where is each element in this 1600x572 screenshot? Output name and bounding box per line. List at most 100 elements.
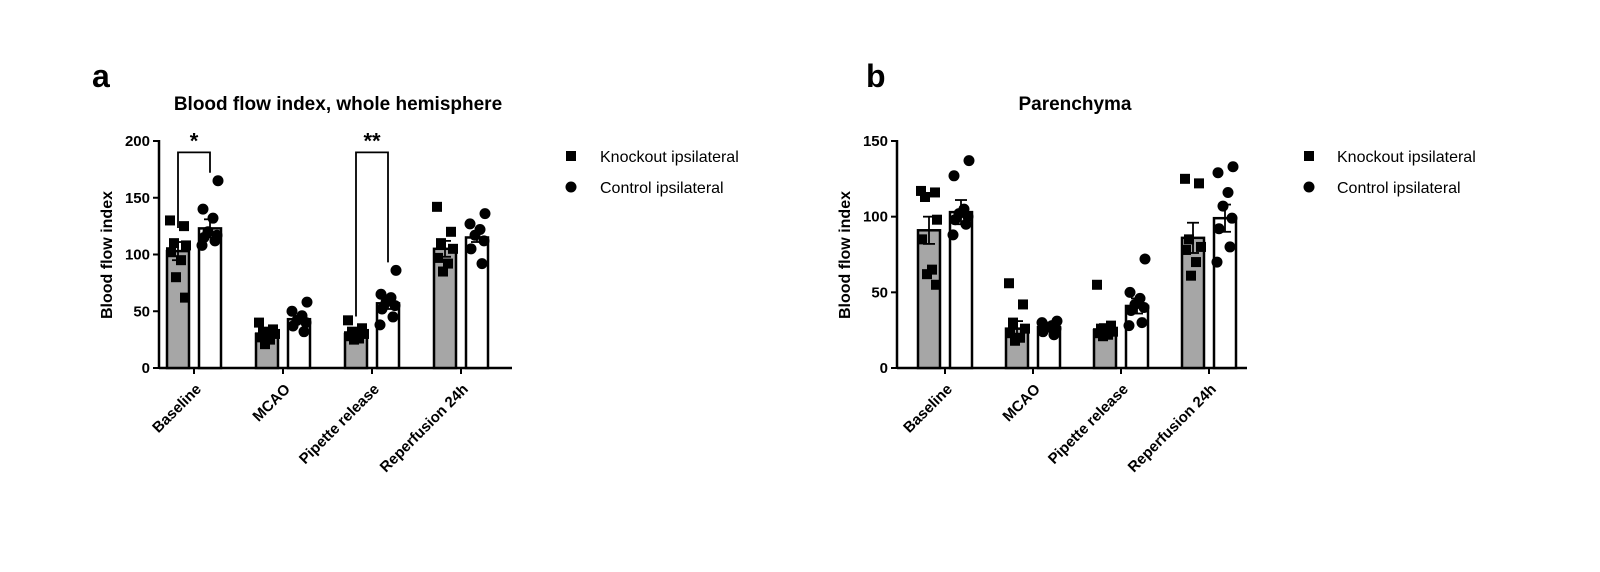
panel-a-point-control: [196, 239, 208, 251]
panel-a-point-control: [375, 288, 387, 300]
panel-a-point-control: [301, 296, 313, 308]
panel-a-legend-square-marker: [566, 151, 576, 161]
panel-a-y-tick-label: 150: [125, 190, 150, 207]
panel-b-point-knockout: [1180, 173, 1190, 184]
panel-a-point-knockout: [260, 339, 270, 350]
panel-b-legend-circle-marker: [1303, 181, 1315, 193]
panel-a-point-control: [300, 317, 312, 329]
panel-b-point-knockout: [1092, 279, 1102, 290]
panel-a-y-tick-label: 200: [125, 133, 150, 150]
panel-a-point-knockout: [254, 317, 264, 328]
panel-a-point-knockout: [258, 326, 268, 337]
panel-a-point-control: [469, 229, 481, 241]
panel-a-point-control: [476, 258, 488, 270]
panel-a-point-knockout: [357, 323, 367, 334]
panel-b-y-axis-label: Blood flow index: [837, 191, 854, 319]
panel-a-point-knockout: [432, 201, 442, 212]
panel-a-point-knockout: [176, 255, 186, 266]
panel-b-point-control: [1123, 320, 1135, 332]
panel-a-point-knockout: [171, 272, 181, 283]
panel-a-legend-knockout-label: Knockout ipsilateral: [600, 149, 739, 166]
panel-b-point-control: [1136, 317, 1148, 329]
panel-b-point-control: [1048, 329, 1060, 341]
panel-b-point-control: [1217, 200, 1229, 212]
panel-b-point-control: [1227, 161, 1239, 173]
panel-a-point-control: [479, 208, 491, 220]
panel-b-letter: b: [866, 58, 886, 94]
panel-b-point-knockout: [1191, 257, 1201, 268]
panel-b-legend-square-marker: [1304, 151, 1314, 161]
panel-a-legend-control-label: Control ipsilateral: [600, 180, 724, 197]
panel-a-point-knockout: [448, 243, 458, 254]
panel-a-point-control: [207, 212, 219, 224]
panel-a-point-knockout: [255, 332, 265, 343]
panel-b-legend: Knockout ipsilateral Control ipsilateral: [1303, 149, 1476, 197]
panel-a-bar-knockout: [165, 249, 191, 370]
panel-b-point-control: [947, 229, 959, 241]
panel-b-point-knockout: [932, 214, 942, 225]
panel-a-point-knockout: [436, 238, 446, 249]
panel-b-bar-knockout: [916, 229, 942, 370]
panel-b-point-control: [1211, 256, 1223, 268]
panel-b-point-knockout: [922, 269, 932, 280]
panel-a-point-knockout: [270, 328, 280, 339]
panel-a-point-knockout: [433, 252, 443, 263]
panel-a-point-knockout: [179, 221, 189, 232]
panel-b-point-control: [949, 214, 961, 226]
panel-b-point-knockout: [1020, 323, 1030, 334]
panel-b-point-control: [1139, 253, 1151, 265]
panel-a-point-control: [478, 235, 490, 247]
panel-a-point-knockout: [169, 238, 179, 249]
panel-a-point-control: [376, 303, 388, 315]
panel-b-point-control: [1226, 212, 1238, 224]
panel-b-legend-control-label: Control ipsilateral: [1337, 180, 1461, 197]
panel-a-title: Blood flow index, whole hemisphere: [174, 94, 502, 115]
panel-b-point-knockout: [1196, 241, 1206, 252]
panel-a-point-control: [287, 320, 299, 332]
panel-b-point-control: [960, 218, 972, 230]
panel-b-point-knockout: [920, 191, 930, 202]
panel-b-point-knockout: [1184, 234, 1194, 245]
panel-a-point-knockout: [446, 226, 456, 237]
panel-a-significance-label: **: [363, 128, 381, 153]
panel-b-point-knockout: [1005, 328, 1015, 339]
panel-a-significance-bracket: [177, 151, 211, 229]
panel-b-point-control: [1224, 241, 1236, 253]
panel-a-point-knockout: [181, 240, 191, 251]
panel-b-y-tick-label: 0: [880, 360, 888, 377]
panel-b-point-knockout: [917, 234, 927, 245]
panel-a-point-control: [197, 203, 209, 215]
panel-a-point-knockout: [180, 292, 190, 303]
panel-a-point-knockout: [343, 315, 353, 326]
panel-b-point-knockout: [1004, 278, 1014, 289]
panel-a-legend: Knockout ipsilateral Control ipsilateral: [565, 149, 739, 197]
panel-a-point-control: [209, 235, 221, 247]
panel-a-letter: a: [92, 58, 110, 94]
panel-b-point-knockout: [931, 279, 941, 290]
panel-b-y-tick-label: 100: [863, 209, 888, 226]
panel-a-point-control: [212, 175, 224, 187]
panel-a-point-control: [389, 300, 401, 312]
panel-a-point-control: [465, 243, 477, 255]
panel-b-point-control: [1037, 326, 1049, 338]
panel-a-point-control: [374, 319, 386, 331]
panel-a-point-control: [464, 218, 476, 230]
panel-a-legend-circle-marker: [565, 181, 577, 193]
panel-b-point-knockout: [930, 187, 940, 198]
panel-b-point-knockout: [1186, 270, 1196, 281]
panel-b-bar-control: [1212, 216, 1238, 370]
panel-b-point-control: [948, 170, 960, 182]
panel-b-y-tick-label: 50: [871, 284, 888, 301]
panel-b-y-tick-label: 150: [863, 133, 888, 150]
panel-b-point-control: [1125, 304, 1137, 316]
panel-b-point-knockout: [1018, 299, 1028, 310]
panel-a-y-axis-label: Blood flow index: [99, 191, 116, 319]
panel-a-point-knockout: [166, 247, 176, 258]
panel-b-point-knockout: [1106, 320, 1116, 331]
panel-b-point-control: [1212, 167, 1224, 179]
panel-b-point-knockout: [1008, 317, 1018, 328]
panel-b-point-knockout: [1194, 178, 1204, 189]
panel-a-point-control: [390, 264, 402, 276]
panel-b-point-knockout: [1098, 331, 1108, 342]
